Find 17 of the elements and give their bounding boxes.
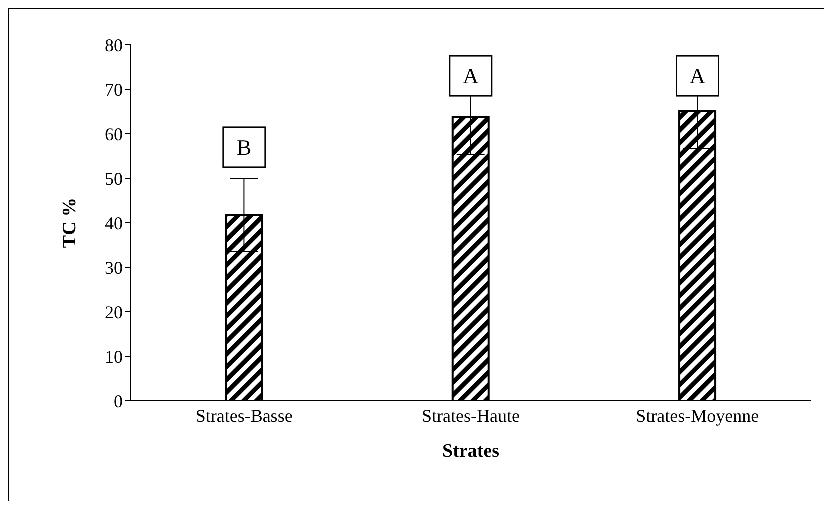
annotation: A <box>690 64 706 89</box>
y-tick-label: 10 <box>105 346 123 367</box>
y-axis-title: TC % <box>60 198 81 248</box>
annotation: A <box>463 64 480 89</box>
y-tick-label: 70 <box>105 80 123 100</box>
y-tick-label: 30 <box>105 258 123 278</box>
y-tick-label: 80 <box>105 35 123 56</box>
x-tick-label: Strates-Basse <box>196 406 293 426</box>
y-tick-label: 50 <box>105 168 123 189</box>
y-tick-label: 0 <box>114 391 123 412</box>
y-tick-label: 40 <box>105 213 123 234</box>
x-tick-label: Strates-Haute <box>422 406 520 426</box>
x-tick-label: Strates-Moyenne <box>636 406 760 426</box>
annotation: B <box>236 134 252 160</box>
y-tick-label: 60 <box>105 124 123 144</box>
x-axis-title: Strates <box>442 441 500 462</box>
y-tick-label: 20 <box>105 302 123 322</box>
